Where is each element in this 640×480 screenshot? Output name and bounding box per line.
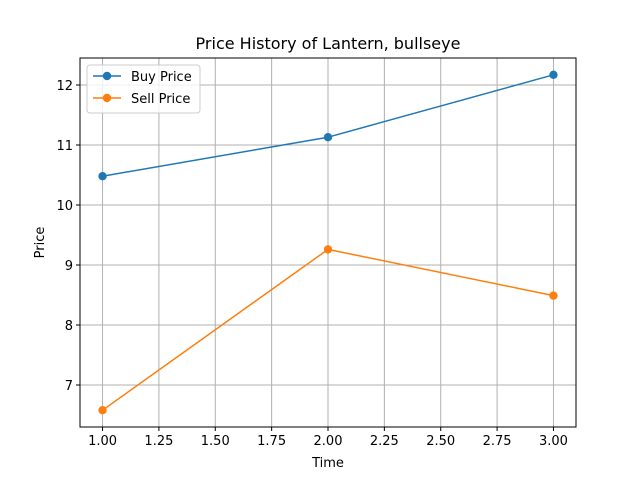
y-tick-label: 8 [65,319,73,334]
sell-price-point [98,406,107,415]
legend-buy-price-label: Buy Price [131,70,192,85]
y-tick-label: 12 [56,79,73,94]
x-axis-ticks: 1.00 1.25 1.50 1.75 2.00 2.25 2.50 2.75 3.00 [88,427,568,449]
legend-sell-price-marker [102,93,112,103]
x-tick-label: 1.25 [144,434,173,449]
x-tick-label: 2.50 [426,434,455,449]
x-axis-label: Time [311,456,344,471]
legend-sell-price-label: Sell Price [131,92,190,107]
x-tick-label: 3.00 [539,434,568,449]
grid-lines [80,58,576,427]
x-tick-label: 2.75 [483,434,512,449]
x-tick-label: 1.50 [201,434,230,449]
y-tick-label: 9 [65,259,73,274]
series-markers [98,70,558,415]
buy-price-point [549,70,558,80]
x-tick-label: 1.75 [257,434,286,449]
y-axis-label: Price [33,227,48,259]
buy-price-point [323,133,333,142]
x-tick-label: 2.25 [370,434,399,449]
sell-price-point [549,291,558,300]
legend-buy-price-marker [102,71,112,81]
y-tick-label: 10 [56,199,73,214]
buy-price-point [98,172,107,181]
x-tick-label: 2.00 [314,434,343,449]
legend: Buy Price Sell Price [86,64,201,114]
y-tick-label: 7 [65,379,73,394]
sell-price-point [323,245,333,254]
x-tick-label: 1.00 [88,434,117,449]
y-axis-ticks: 7 8 9 10 11 12 [56,79,80,394]
legend-box [86,64,201,114]
y-tick-label: 11 [56,139,73,154]
chart-title: Price History of Lantern, bullseye [196,34,461,53]
